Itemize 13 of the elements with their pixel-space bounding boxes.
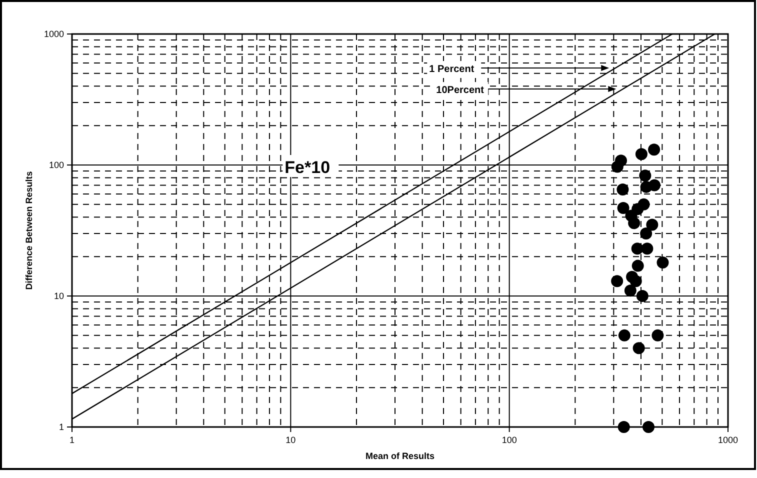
annotation: Fe*10 [284, 158, 330, 177]
y-tick-label: 10 [54, 291, 64, 301]
annotation: 10Percent [436, 85, 485, 96]
y-axis-title: Difference Between Results [24, 171, 34, 290]
x-tick-label: 1000 [718, 435, 738, 445]
y-tick-label: 1000 [44, 29, 64, 39]
x-tick-label: 10 [286, 435, 296, 445]
x-tick-label: 1 [69, 435, 75, 445]
y-tick-label: 100 [48, 160, 64, 170]
x-tick-label: 100 [502, 435, 517, 445]
y-tick-label: 1 [58, 422, 64, 432]
annotation: 1 Percent [429, 64, 475, 76]
x-axis-title: Mean of Results [365, 451, 435, 461]
